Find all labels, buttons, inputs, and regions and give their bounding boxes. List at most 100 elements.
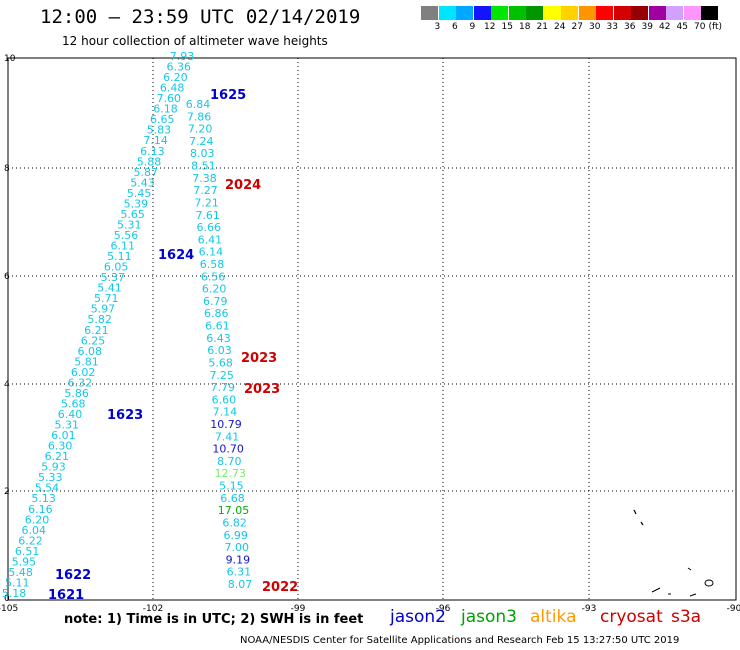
swh-value-left-track: 6.01 (51, 429, 76, 442)
map-frame (7, 57, 737, 601)
swh-value-left-track: 6.36 (166, 61, 191, 74)
swh-value-left-track: 5.39 (124, 197, 149, 210)
swh-value-left-track: 5.86 (64, 387, 89, 400)
swh-value-left-track: 6.13 (140, 145, 165, 158)
swh-value-left-track: 5.97 (91, 303, 116, 316)
colorbar-label: 12 (484, 22, 496, 32)
swh-value-right-track: 6.66 (197, 221, 222, 234)
swh-value-left-track: 5.11 (5, 576, 30, 589)
swh-value-left-track: 5.95 (12, 555, 37, 568)
swh-value-right-track: 6.79 (203, 295, 228, 308)
longitude-tick-label: -96 (436, 604, 451, 614)
colorbar-label: 27 (571, 22, 583, 32)
latitude-tick-label: 0 (4, 594, 10, 604)
swh-value-right-track: 6.68 (220, 492, 245, 505)
units-note: note: 1) Time is in UTC; 2) SWH is in fe… (64, 612, 364, 627)
longitude-tick-label: -90 (727, 604, 740, 614)
island-mark (633, 509, 644, 526)
swh-value-right-track: 6.56 (201, 270, 226, 283)
swh-value-right-track: 6.31 (227, 566, 252, 579)
swh-value-left-track: 5.13 (31, 492, 56, 505)
pass-number-label: 2024 (225, 178, 261, 193)
swh-value-left-track: 5.37 (101, 271, 126, 284)
colorbar-swatch (648, 6, 666, 20)
colorbar-swatch (438, 6, 456, 20)
swh-value-right-track: 6.60 (212, 393, 237, 406)
colorbar-swatch (473, 6, 491, 20)
satellite-legend-item: jason3 (461, 607, 517, 627)
swh-value-right-track: 7.38 (192, 172, 217, 185)
swh-value-right-track: 6.14 (199, 246, 224, 259)
swh-value-left-track: 6.05 (104, 261, 129, 274)
swh-value-left-track: 7.93 (170, 50, 195, 63)
swh-value-left-track: 5.31 (117, 218, 142, 231)
swh-value-right-track: 6.84 (186, 98, 211, 111)
colorbar-swatch (666, 6, 683, 20)
swh-value-right-track: 7.41 (215, 430, 240, 443)
pass-number-label: 1621 (48, 588, 84, 603)
pass-number-label: 2023 (241, 351, 277, 366)
pass-number-label: 2023 (244, 382, 280, 397)
colorbar-swatch (613, 6, 631, 20)
swh-value-left-track: 6.18 (153, 103, 178, 116)
colorbar-swatch (683, 6, 701, 20)
pass-number-label: 1622 (55, 568, 91, 583)
swh-value-right-track: 6.03 (207, 344, 232, 357)
colorbar-label: 30 (589, 22, 601, 32)
map-subtitle: 12 hour collection of altimeter wave hei… (62, 34, 328, 48)
swh-value-left-track: 7.60 (157, 92, 182, 105)
longitude-tick-label: -93 (582, 604, 597, 614)
swh-value-left-track: 6.25 (81, 334, 106, 347)
swh-value-left-track: 5.88 (137, 155, 162, 168)
island-mark (704, 579, 714, 587)
latitude-tick-label: 6 (4, 272, 10, 282)
colorbar-label: 24 (554, 22, 566, 32)
latitude-tick-label: 4 (4, 380, 10, 390)
satellite-legend-item: altika (530, 607, 577, 627)
satellite-legend-item: s3a (671, 607, 702, 627)
colorbar-label: 39 (641, 22, 653, 32)
swh-value-right-track: 7.86 (187, 110, 212, 123)
swh-value-right-track: 7.00 (225, 541, 250, 554)
colorbar-label: 45 (676, 22, 688, 32)
colorbar-swatch (631, 6, 648, 20)
swh-value-left-track: 6.48 (160, 82, 185, 95)
swh-value-right-track: 7.27 (193, 184, 218, 197)
swh-value-left-track: 6.08 (78, 345, 103, 358)
swh-value-right-track: 6.20 (202, 283, 227, 296)
swh-value-right-track: 17.05 (218, 504, 250, 517)
colorbar-swatch (491, 6, 508, 20)
swh-value-left-track: 5.71 (94, 292, 119, 305)
colorbar-swatch (578, 6, 596, 20)
swh-value-right-track: 7.21 (194, 196, 219, 209)
swh-value-left-track: 6.21 (45, 450, 70, 463)
swh-value-left-track: 5.83 (147, 124, 172, 137)
swh-value-left-track: 5.33 (38, 471, 63, 484)
satellite-legend-item: cryosat (600, 607, 663, 627)
pass-number-label: 2022 (262, 580, 298, 595)
swh-value-left-track: 6.02 (71, 366, 96, 379)
colorbar-label: 18 (519, 22, 531, 32)
swh-value-right-track: 7.61 (195, 209, 220, 222)
swh-value-left-track: 6.20 (163, 71, 188, 84)
swh-value-left-track: 5.43 (130, 176, 155, 189)
swh-value-left-track: 5.54 (35, 482, 60, 495)
swh-value-right-track: 7.14 (213, 406, 238, 419)
swh-value-left-track: 6.51 (15, 545, 40, 558)
colorbar-swatch (456, 6, 473, 20)
swh-value-left-track: 5.45 (127, 187, 152, 200)
colorbar-swatch (526, 6, 543, 20)
credit-line: NOAA/NESDIS Center for Satellite Applica… (240, 635, 680, 646)
satellite-legend-item: jason2 (390, 607, 446, 627)
colorbar-label: 9 (469, 22, 476, 32)
pass-number-label: 1624 (158, 248, 194, 263)
swh-value-right-track: 8.70 (217, 455, 242, 468)
latitude-tick-label: 10 (4, 54, 16, 64)
colorbar-swatch (421, 6, 438, 20)
swh-value-right-track: 12.73 (215, 467, 247, 480)
swh-value-right-track: 9.19 (226, 553, 251, 566)
swh-value-right-track: 8.51 (191, 160, 216, 173)
swh-value-right-track: 6.61 (205, 320, 230, 333)
latitude-tick-label: 8 (4, 164, 10, 174)
swh-value-right-track: 7.79 (211, 381, 236, 394)
